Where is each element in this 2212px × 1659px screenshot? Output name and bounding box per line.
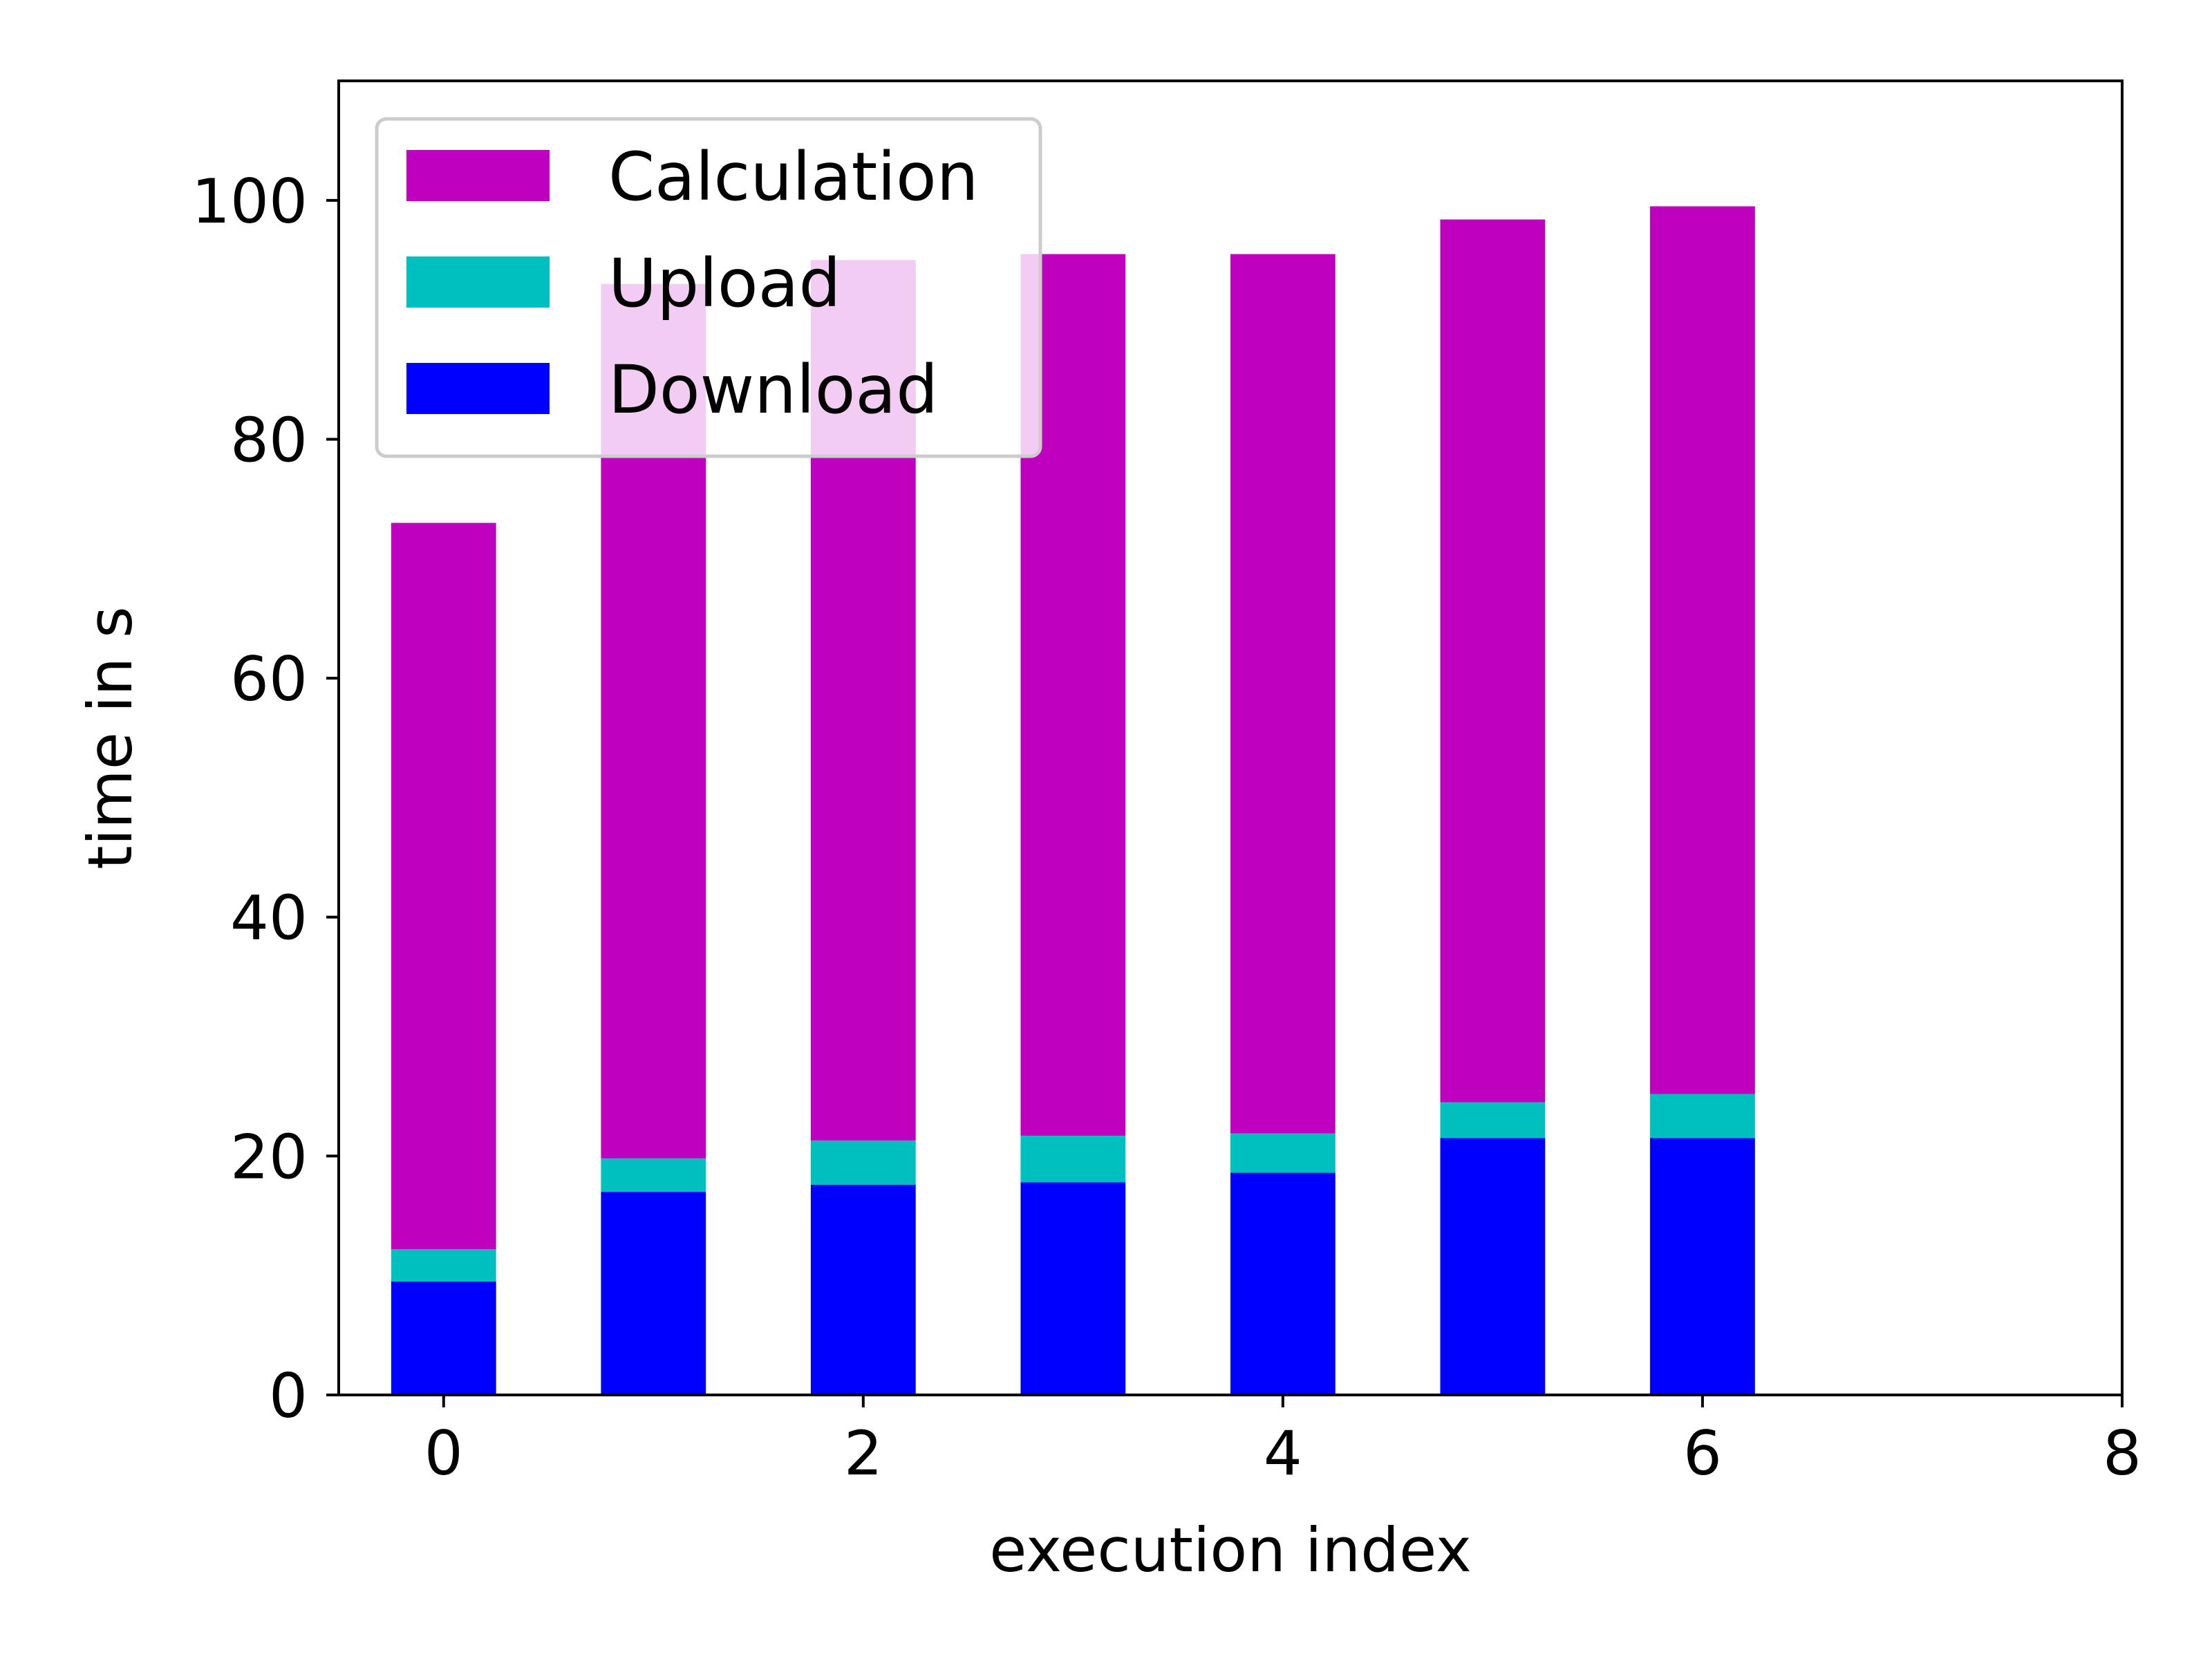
bar-calculation-4 (1230, 254, 1335, 1134)
legend: Calculation Upload Download (375, 117, 1042, 458)
y-tick-label-100: 100 (191, 166, 308, 237)
bar-calculation-0 (391, 523, 496, 1250)
y-tick-label-0: 0 (269, 1360, 308, 1432)
legend-label-calculation: Calculation (608, 138, 979, 216)
y-tick-label-40: 40 (230, 883, 308, 954)
bar-download-2 (810, 1184, 916, 1395)
legend-swatch-upload (406, 256, 550, 308)
bar-upload-1 (601, 1158, 706, 1192)
y-tick-label-20: 20 (230, 1121, 308, 1192)
bar-download-4 (1230, 1172, 1335, 1395)
legend-label-upload: Upload (608, 245, 841, 322)
x-tick-label-2: 2 (844, 1418, 883, 1489)
bar-download-0 (391, 1281, 496, 1395)
x-tick-label-6: 6 (1683, 1418, 1722, 1489)
x-axis-label: execution index (989, 1515, 1472, 1586)
bar-download-1 (601, 1192, 706, 1395)
bar-upload-2 (810, 1140, 916, 1185)
x-tick-label-4: 4 (1264, 1418, 1302, 1489)
bar-calculation-5 (1440, 219, 1546, 1103)
legend-label-download: Download (608, 351, 938, 429)
bars-group (391, 206, 1755, 1395)
y-tick-label-60: 60 (230, 644, 308, 715)
y-tick-label-80: 80 (230, 404, 308, 476)
bar-upload-0 (391, 1249, 496, 1282)
bar-upload-6 (1650, 1094, 1755, 1138)
bar-upload-5 (1440, 1102, 1546, 1138)
bar-upload-4 (1230, 1133, 1335, 1173)
bar-download-3 (1020, 1182, 1126, 1395)
x-tick-label-0: 0 (424, 1418, 463, 1489)
bar-upload-3 (1020, 1135, 1126, 1183)
x-tick-label-8: 8 (2103, 1418, 2141, 1489)
y-axis-label: time in s (75, 606, 146, 870)
legend-swatch-calculation (406, 150, 550, 201)
legend-swatch-download (406, 363, 550, 414)
bar-calculation-6 (1650, 206, 1755, 1094)
plot-frame (337, 79, 2124, 1396)
bar-download-5 (1440, 1138, 1546, 1395)
bar-download-6 (1650, 1138, 1755, 1395)
